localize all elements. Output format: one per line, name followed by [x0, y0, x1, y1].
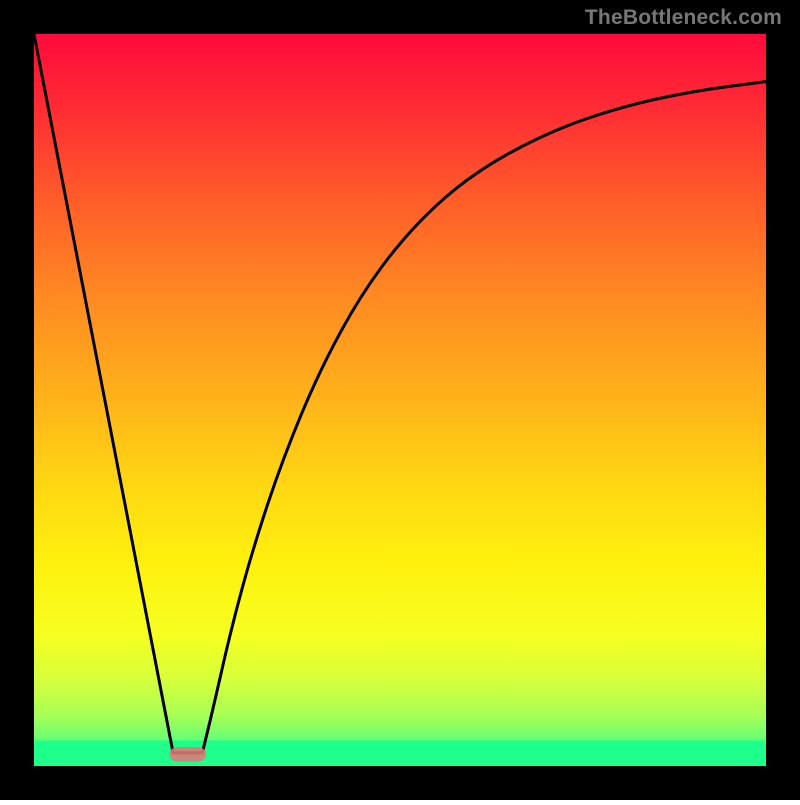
- bottleneck-chart: TheBottleneck.com: [0, 0, 800, 800]
- green-band: [34, 740, 766, 766]
- gradient-background: [34, 34, 766, 766]
- watermark-text: TheBottleneck.com: [585, 6, 782, 30]
- optimum-marker: [169, 747, 206, 762]
- chart-svg: [0, 0, 800, 800]
